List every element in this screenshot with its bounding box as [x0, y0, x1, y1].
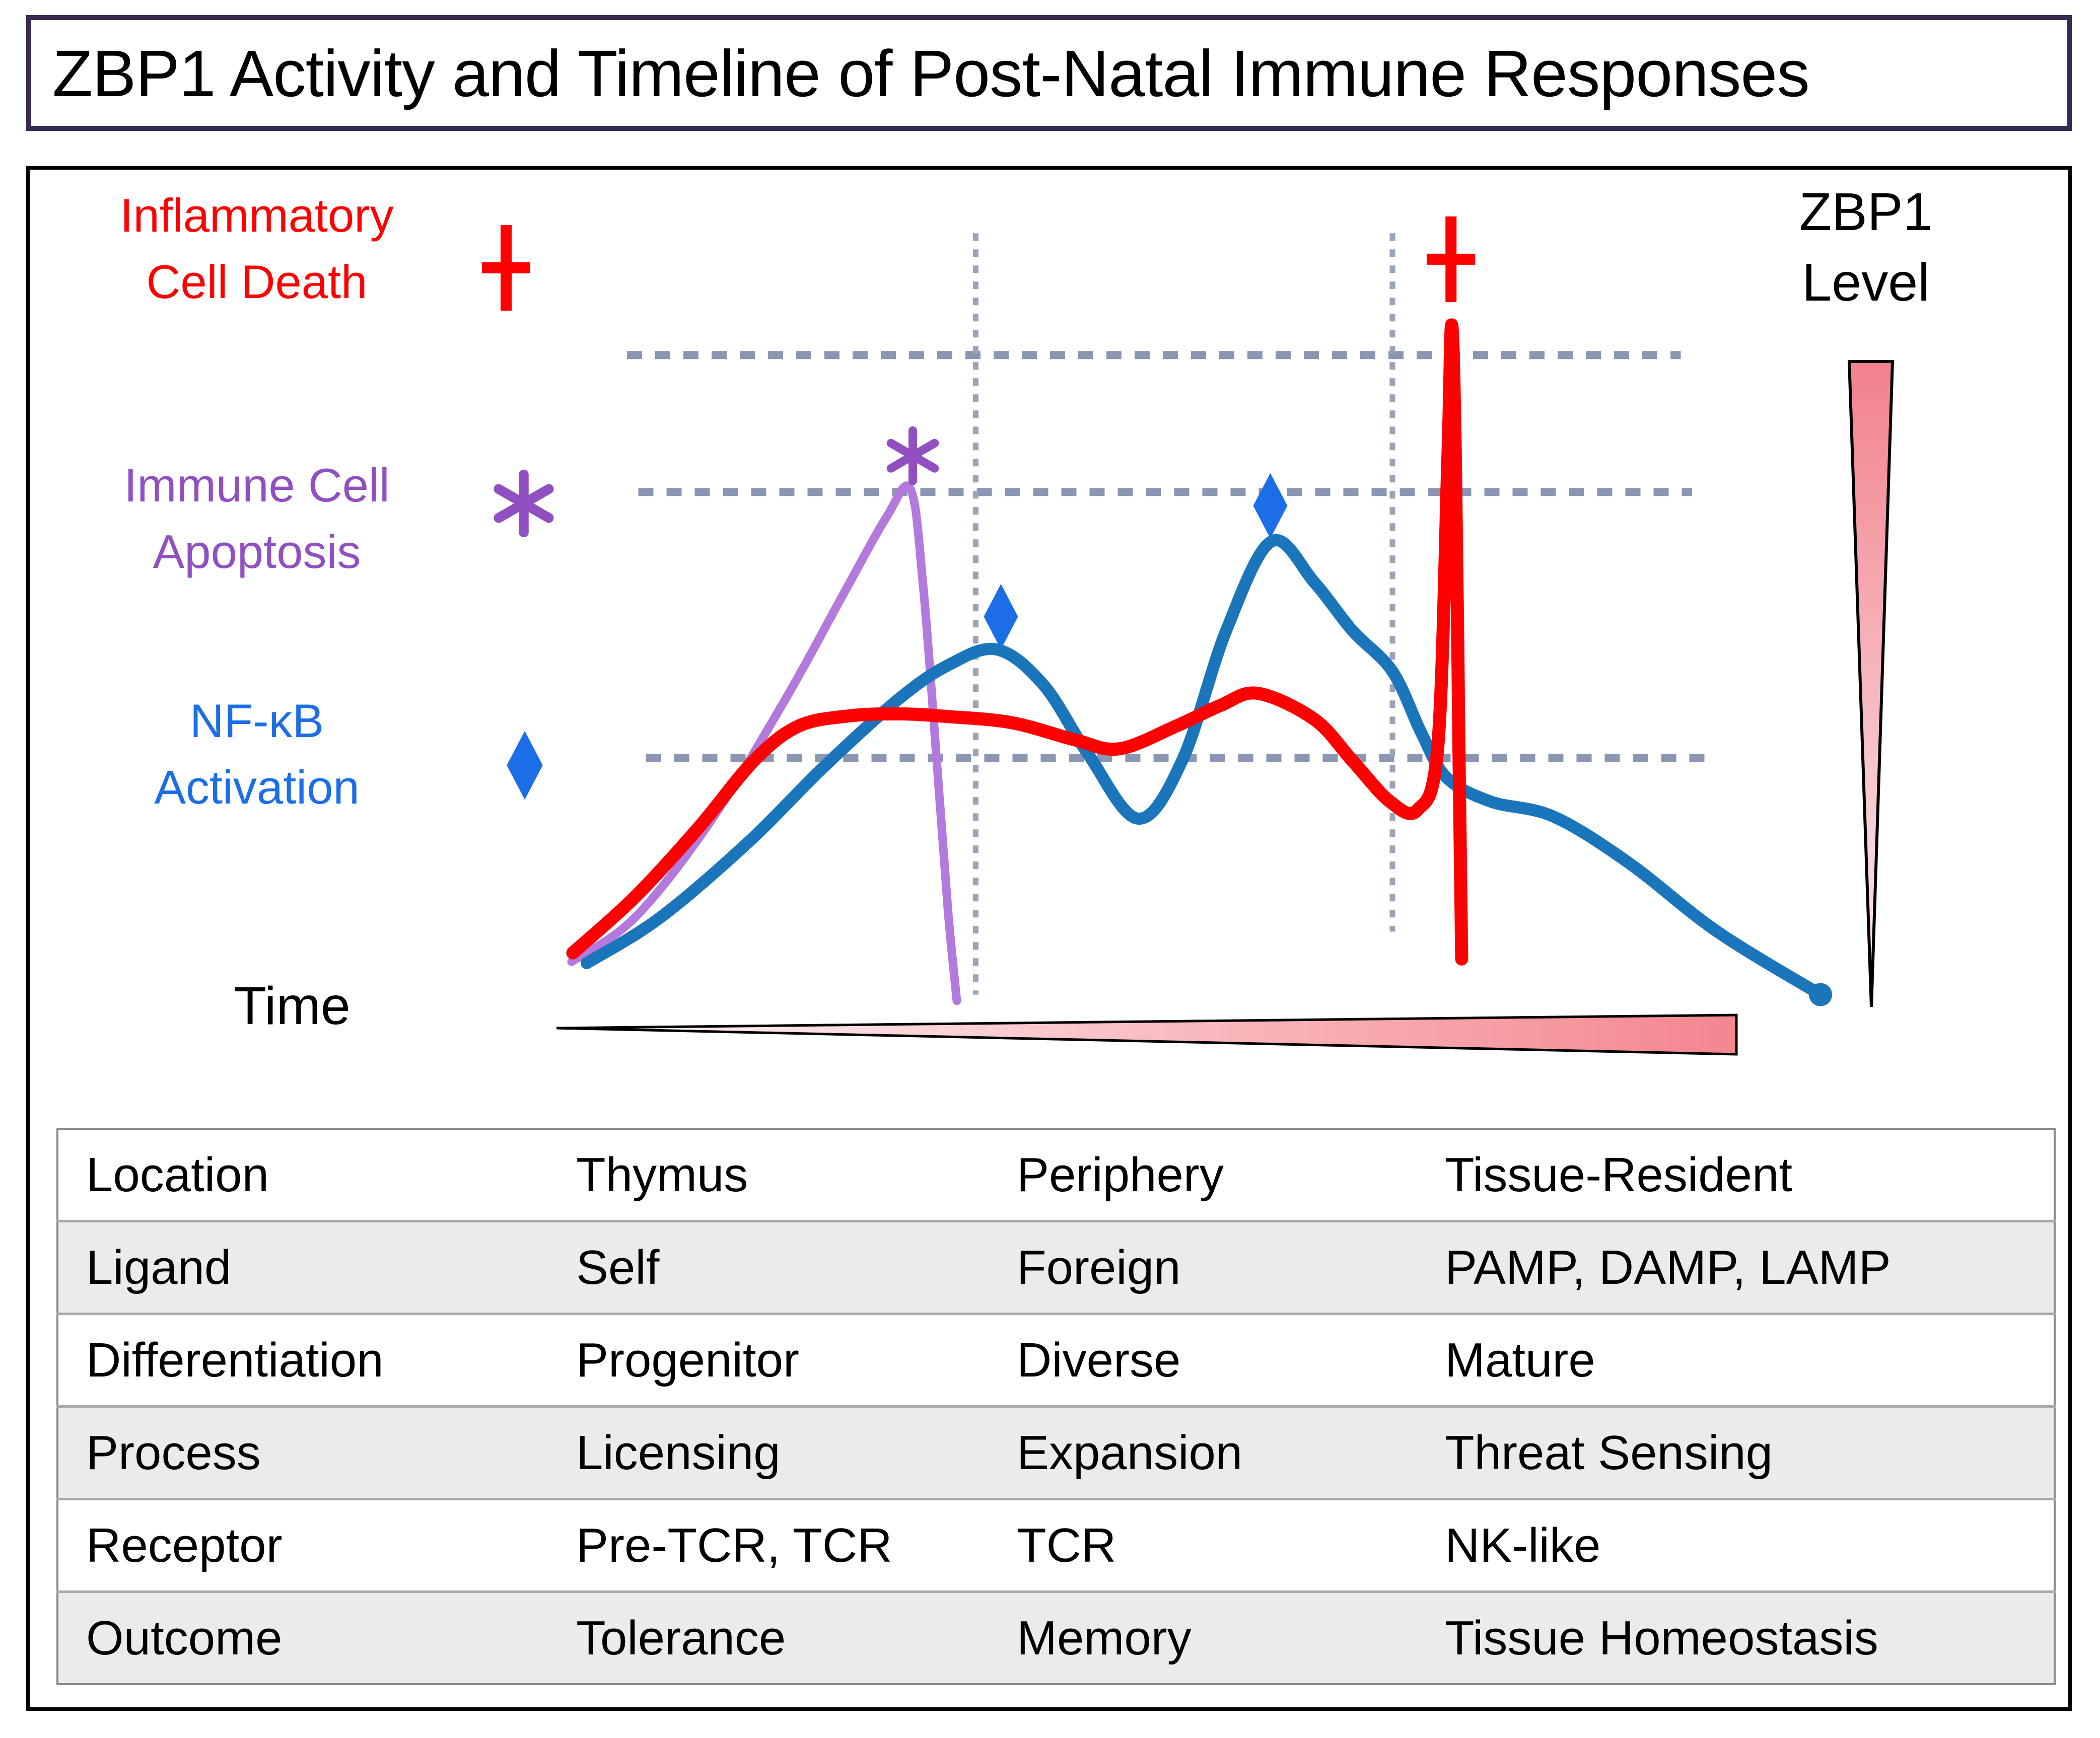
page-title: ZBP1 Activity and Timeline of Post-Natal… — [52, 36, 1810, 110]
table-row: Process Licensing Expansion Threat Sensing — [57, 1405, 2055, 1499]
legend-label-line: Activation — [154, 760, 360, 814]
value-cell: TCR — [989, 1498, 1417, 1592]
value-cell: PAMP, DAMP, LAMP — [1417, 1220, 2055, 1314]
row-label-cell: Ligand — [57, 1220, 548, 1314]
value-cell: NK-like — [1417, 1498, 2055, 1592]
table-row: Ligand Self Foreign PAMP, DAMP, LAMP — [57, 1220, 2055, 1314]
title-box: ZBP1 Activity and Timeline of Post-Natal… — [26, 15, 2072, 131]
table-row: Differentiation Progenitor Diverse Mature — [57, 1313, 2055, 1407]
zbp1-level-label: ZBP1 Level — [1745, 177, 1987, 318]
value-cell: Licensing — [548, 1405, 989, 1499]
value-cell: Progenitor — [548, 1313, 989, 1407]
value-cell: Pre-TCR, TCR — [548, 1498, 989, 1592]
legend-label-line: Inflammatory — [120, 189, 394, 242]
row-label-cell: Process — [57, 1405, 548, 1499]
value-cell: Tissue-Resident — [1445, 1147, 1793, 1202]
table-row: Receptor Pre-TCR, TCR TCR NK-like — [57, 1498, 2055, 1592]
row-label-cell: Receptor — [57, 1498, 548, 1592]
value-cell: Threat Sensing — [1417, 1405, 2055, 1499]
time-axis-label: Time — [234, 976, 351, 1036]
legend-nfkb-activation: NF-κB Activation — [60, 688, 453, 820]
value-cell: Thymus — [576, 1147, 748, 1202]
value-cell: Self — [548, 1220, 989, 1314]
value-cell: Expansion — [989, 1405, 1417, 1499]
zbp1-level-label-line: Level — [1802, 252, 1930, 312]
row-label-cell: Differentiation — [57, 1313, 548, 1407]
legend-label-line: Immune Cell — [124, 459, 390, 512]
row-label-cell: Outcome — [57, 1590, 548, 1684]
value-cell: Tissue Homeostasis — [1417, 1590, 2055, 1684]
value-cell: Periphery — [1017, 1147, 1224, 1202]
table-row: Outcome Tolerance Memory Tissue Homeostasis — [57, 1590, 2055, 1684]
info-table-body: Location Thymus Periphery Tissue-Resident Li… — [57, 1129, 2055, 1684]
row-label-cell: Location — [86, 1147, 269, 1202]
legend-label-line: Cell Death — [146, 255, 368, 308]
value-cell: Diverse — [989, 1313, 1417, 1407]
value-cell: Memory — [989, 1590, 1417, 1684]
zbp1-level-label-line: ZBP1 — [1799, 182, 1933, 242]
table-row: Location Thymus Periphery Tissue-Resident — [57, 1129, 2055, 1221]
legend-inflammatory-cell-death: Inflammatory Cell Death — [60, 182, 453, 315]
value-cell: Foreign — [989, 1220, 1417, 1314]
value-cell: Tolerance — [548, 1590, 989, 1684]
value-cell: Mature — [1417, 1313, 2055, 1407]
legend-immune-cell-apoptosis: Immune Cell Apoptosis — [60, 452, 453, 585]
legend-label-line: Apoptosis — [153, 525, 361, 578]
legend-label-line: NF-κB — [189, 694, 324, 747]
info-table: Location Thymus Periphery Tissue-Resident Li… — [56, 1128, 2056, 1685]
